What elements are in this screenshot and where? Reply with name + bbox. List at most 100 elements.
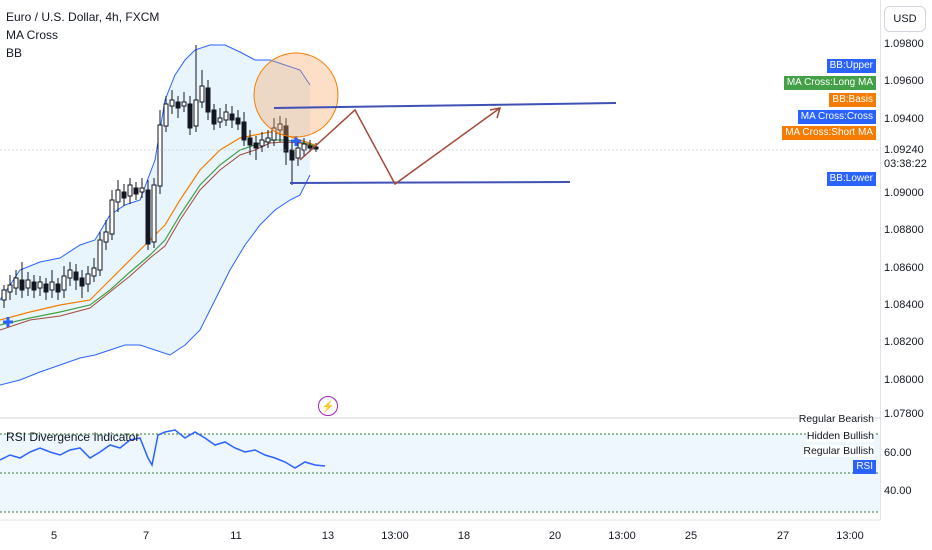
price-tick: 1.09400 <box>884 113 924 125</box>
price-tick: 1.08400 <box>884 299 924 311</box>
tag-bb-upper: BB:Upper <box>826 59 876 73</box>
indicator-bb-label[interactable]: BB <box>6 46 23 60</box>
projection-arrowhead <box>489 107 502 119</box>
candle-body <box>157 124 163 187</box>
candle-body <box>55 283 61 293</box>
support-line[interactable] <box>289 181 571 184</box>
bb-upper-line <box>0 44 311 301</box>
symbol-title[interactable]: Euro / U.S. Dollar, 4h, FXCM <box>6 10 160 24</box>
candle-body <box>49 281 55 291</box>
candle-body <box>43 283 49 293</box>
highlight-circle[interactable] <box>253 52 339 138</box>
tag-ma-cross: MA Cross:Cross <box>797 110 876 124</box>
countdown-timer: 03:38:22 <box>884 158 927 170</box>
resistance-line[interactable] <box>273 102 617 109</box>
candle-body <box>103 231 109 243</box>
rsi-tick: 40.00 <box>884 485 912 497</box>
candle-body <box>253 142 259 149</box>
price-tick: 1.09600 <box>884 75 924 87</box>
price-tick: 1.08600 <box>884 262 924 274</box>
tag-ma-short: MA Cross:Short MA <box>782 126 876 140</box>
rsi-regular-bullish-label: Regular Bullish <box>803 445 874 457</box>
candle-body <box>25 279 31 289</box>
candlestick-series <box>1 45 319 308</box>
candle-body <box>115 189 121 203</box>
candle-body <box>307 145 313 149</box>
candle-body <box>121 191 127 199</box>
price-scale[interactable] <box>880 0 932 520</box>
bb-lower-line <box>0 174 311 386</box>
time-tick: 11 <box>230 530 242 542</box>
time-tick: 13:00 <box>608 530 636 542</box>
price-tick: 1.08800 <box>884 224 924 236</box>
candle-body <box>193 99 199 127</box>
candle-body <box>241 121 247 141</box>
rsi-regular-bearish-label: Regular Bearish <box>798 413 874 425</box>
candle-body <box>109 199 115 235</box>
rsi-tick: 60.00 <box>884 447 912 459</box>
candle-body <box>67 269 73 279</box>
candle-body <box>283 125 289 153</box>
time-tick: 25 <box>684 530 698 542</box>
candle-body <box>265 137 271 143</box>
candle-body <box>13 277 19 289</box>
candle-body <box>133 187 139 195</box>
candle-body <box>301 143 307 151</box>
time-tick: 13:00 <box>381 530 409 542</box>
candle-body <box>229 113 235 121</box>
projection-path[interactable] <box>299 107 501 186</box>
rsi-line <box>0 429 326 469</box>
candle-body <box>163 103 169 127</box>
time-tick: 20 <box>548 530 562 542</box>
candle-body <box>169 99 175 107</box>
candle-body <box>127 184 133 197</box>
rsi-hidden-bullish-label: Hidden Bullish <box>806 430 874 442</box>
candle-body <box>1 289 7 301</box>
lightning-bolt-icon[interactable]: ⚡ <box>318 396 338 416</box>
candle-body <box>223 111 229 121</box>
candle-body <box>181 101 187 107</box>
candle-body <box>61 275 67 291</box>
price-tick: 1.09000 <box>884 187 924 199</box>
candle-body <box>175 101 181 109</box>
candle-body <box>205 87 211 113</box>
candle-body <box>7 284 13 293</box>
candle-body <box>199 85 205 103</box>
candle-body <box>91 267 97 277</box>
time-tick: 27 <box>776 530 790 542</box>
candle-body <box>247 137 253 146</box>
time-tick: 13:00 <box>836 530 864 542</box>
candle-body <box>73 271 79 281</box>
price-tick: 1.08200 <box>884 336 924 348</box>
candle-body <box>139 187 145 193</box>
price-tick: 1.07800 <box>884 408 924 420</box>
candle-body <box>31 281 37 291</box>
price-tick: 1.09800 <box>884 38 924 50</box>
candle-body <box>79 277 85 287</box>
candle-body <box>295 147 301 159</box>
candle-body <box>277 123 283 131</box>
time-tick: 7 <box>142 530 150 542</box>
time-tick: 13 <box>321 530 335 542</box>
time-tick: 18 <box>457 530 471 542</box>
candle-body <box>19 279 25 291</box>
tag-bb-lower: BB:Lower <box>826 172 876 186</box>
candle-body <box>145 189 151 245</box>
rsi-value-tag: RSI <box>853 460 876 474</box>
candle-body <box>187 103 193 129</box>
candle-body <box>85 273 91 285</box>
tag-ma-long: MA Cross:Long MA <box>783 76 876 90</box>
currency-button[interactable]: USD <box>884 6 926 32</box>
candle-body <box>97 239 103 271</box>
ma-cross-marker <box>3 317 13 327</box>
candle-body <box>217 117 223 123</box>
candle-body <box>271 127 277 141</box>
candle-body <box>259 139 265 147</box>
candle-body <box>151 184 157 243</box>
current-price-tick: 1.09240 <box>884 144 924 156</box>
rsi-indicator-title[interactable]: RSI Divergence Indicator <box>6 430 140 444</box>
tag-bb-basis: BB:Basis <box>829 93 876 107</box>
indicator-ma-cross-label[interactable]: MA Cross <box>6 28 59 42</box>
candle-body <box>37 281 43 289</box>
